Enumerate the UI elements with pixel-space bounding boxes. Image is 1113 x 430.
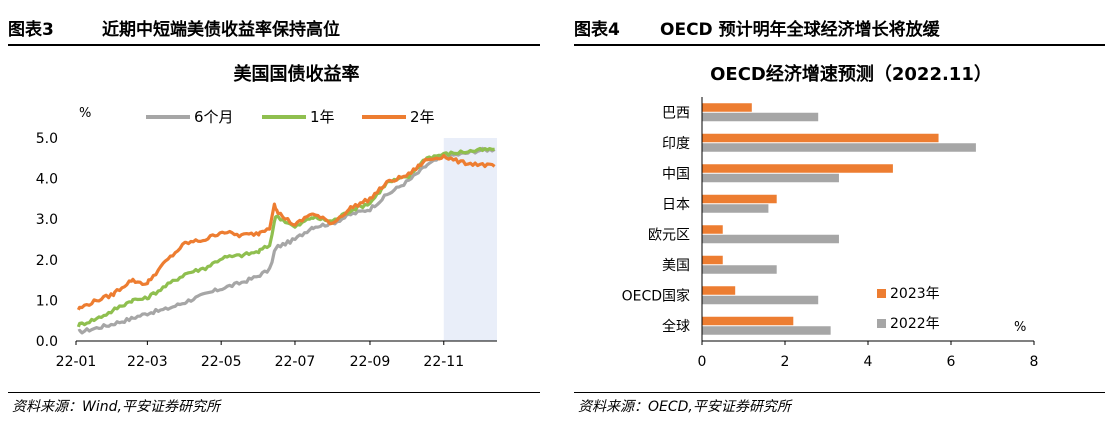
series-line-2 [76, 146, 495, 328]
x-tick-label: 22-01 [56, 354, 97, 370]
bar-2022 [702, 265, 777, 274]
figure-number: 图表3 [8, 20, 54, 40]
y-tick-label: 0.0 [36, 334, 58, 350]
category-label: OECD国家 [622, 287, 690, 304]
legend-label: 2022年 [890, 316, 940, 332]
legend-label: 6个月 [194, 108, 234, 126]
bar-2023 [702, 103, 752, 112]
category-label: 全球 [662, 318, 690, 335]
figure-title: OECD 预计明年全球经济增长将放缓 [660, 20, 940, 40]
x-tick-label: 0 [698, 354, 707, 370]
legend-swatch [877, 319, 886, 328]
figure-3-header: 图表3 近期中短端美债收益率保持高位 [8, 10, 540, 46]
figure-title: 近期中短端美债收益率保持高位 [102, 20, 340, 40]
category-label: 印度 [662, 136, 690, 152]
bar-2023 [702, 194, 777, 204]
bar-2022 [702, 173, 839, 183]
legend-label: 2年 [410, 108, 435, 126]
figure-4-header: 图表4 OECD 预计明年全球经济增长将放缓 [574, 10, 1105, 46]
bar-2022 [702, 204, 769, 213]
source-note: 资料来源：Wind,平安证券研究所 [12, 399, 220, 415]
x-tick-label: 22-03 [127, 354, 168, 370]
category-label: 日本 [662, 197, 690, 213]
y-tick-label: 2.0 [36, 253, 58, 269]
bar-2022 [702, 295, 819, 305]
category-label: 欧元区 [648, 227, 690, 243]
source-note: 资料来源：OECD,平安证券研究所 [578, 399, 791, 415]
y-tick-label: 3.0 [36, 212, 58, 228]
series-line-3 [76, 154, 496, 311]
bar-2023 [702, 255, 723, 265]
figure-3-footer: 资料来源：Wind,平安证券研究所 [8, 392, 540, 415]
bar-2023 [702, 133, 939, 143]
figure-number: 图表4 [574, 20, 620, 40]
bar-2022 [702, 326, 831, 335]
y-tick-label: 5.0 [36, 131, 58, 147]
bar-2022 [702, 234, 839, 244]
x-tick-label: 8 [1030, 354, 1039, 370]
y-tick-label: 1.0 [36, 293, 58, 309]
x-axis-unit: % [1014, 320, 1026, 335]
legend-label: 2023年 [890, 286, 940, 302]
legend-swatch [877, 289, 886, 298]
figure-4-footer: 资料来源：OECD,平安证券研究所 [574, 392, 1105, 415]
bar-2023 [702, 164, 893, 173]
chart-title: 美国国债收益率 [234, 63, 360, 85]
x-tick-label: 22-05 [201, 354, 242, 370]
category-label: 巴西 [662, 105, 690, 121]
figure-3-panel: 图表3 近期中短端美债收益率保持高位 美国国债收益率% 0.0 1.0 2.0 3.0 4… [0, 0, 548, 430]
y-tick-label: 4.0 [36, 172, 58, 188]
bar-2022 [702, 112, 819, 122]
bar-2022 [702, 143, 976, 152]
bar-2023 [702, 316, 794, 326]
x-tick-label: 22-09 [350, 354, 391, 370]
x-tick-label: 22-11 [423, 354, 464, 370]
x-tick-label: 6 [947, 354, 956, 370]
bar-2023 [702, 286, 736, 295]
chart-title: OECD经济增速预测（2022.11） [710, 63, 992, 85]
category-label: 中国 [662, 166, 690, 182]
x-tick-label: 4 [864, 354, 873, 370]
figure-4-panel: 图表4 OECD 预计明年全球经济增长将放缓 OECD经济增速预测（2022.1… [566, 0, 1113, 430]
legend-label: 1年 [310, 108, 335, 126]
highlight-band [443, 138, 497, 341]
x-tick-label: 22-07 [275, 354, 316, 370]
us-treasury-yield-chart: 美国国债收益率% 0.0 1.0 2.0 3.0 4.0 5.0 22-01 22-03 22-0… [36, 63, 497, 370]
y-axis-unit: % [79, 106, 91, 121]
bar-2023 [702, 225, 723, 234]
series-line-1 [77, 146, 496, 335]
x-tick-label: 2 [781, 354, 790, 370]
category-label: 美国 [662, 258, 690, 274]
